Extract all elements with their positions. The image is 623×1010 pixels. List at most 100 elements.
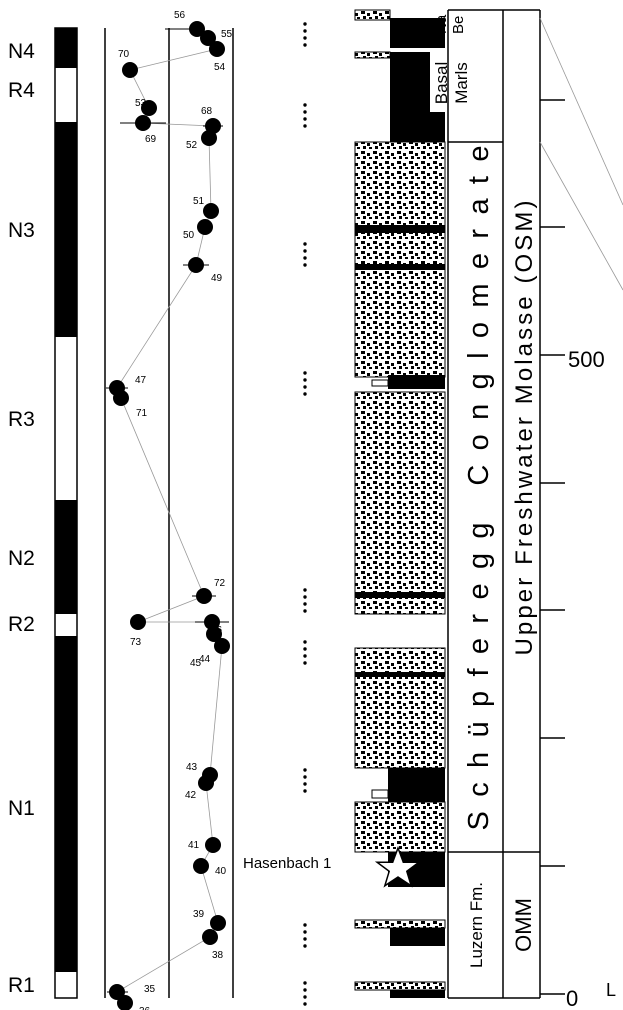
vgp-point-69 <box>135 115 151 131</box>
sample-dot <box>303 937 307 941</box>
vgp-point-49 <box>188 257 204 273</box>
sample-dot <box>303 588 307 592</box>
vgp-point-41 <box>205 837 221 853</box>
corner-fragment-label: L <box>606 980 616 1000</box>
sample-dot <box>303 378 307 382</box>
sample-dot <box>303 22 307 26</box>
vgp-site-label-47: 47 <box>135 375 147 386</box>
luzern-formation-label: Luzern Fm. <box>467 882 486 968</box>
sample-dot <box>303 249 307 253</box>
sample-dot <box>303 43 307 47</box>
sample-dot <box>303 944 307 948</box>
vgp-site-label-70: 70 <box>118 49 130 60</box>
sample-dot <box>303 775 307 779</box>
sample-dot <box>303 392 307 396</box>
sample-dot <box>303 36 307 40</box>
zone-n2-bar <box>55 500 77 614</box>
scale-label-0: 0 <box>566 986 578 1010</box>
sample-dot <box>303 981 307 985</box>
vgp-point-53 <box>141 100 157 116</box>
zone-label-r4: R4 <box>8 79 35 102</box>
vgp-point-36 <box>117 995 133 1010</box>
zone-n1-bar <box>55 636 77 972</box>
sample-dot <box>303 256 307 260</box>
sample-dot <box>303 124 307 128</box>
vgp-point-52 <box>201 130 217 146</box>
sample-dot <box>303 609 307 613</box>
vgp-point-39 <box>210 915 226 931</box>
sample-dot <box>303 640 307 644</box>
lithology-column <box>354 9 446 998</box>
sample-dot <box>303 595 307 599</box>
sample-dot <box>303 789 307 793</box>
vgp-point-55 <box>200 30 216 46</box>
osm-group-label: Upper Freshwater Molasse (OSM) <box>511 201 538 656</box>
zone-label-r1: R1 <box>8 974 35 997</box>
vgp-site-label-55: 55 <box>221 29 233 40</box>
vgp-site-label-56: 56 <box>174 10 186 21</box>
zone-label-n1: N1 <box>8 797 35 820</box>
zone-label-n2: N2 <box>8 547 35 570</box>
scale-label-500: 500 <box>568 347 605 372</box>
zone-label-n3: N3 <box>8 219 35 242</box>
conglomerate-label: Schüpferegg Conglomerate <box>463 145 495 830</box>
vgp-site-label-50: 50 <box>183 230 195 241</box>
sample-dot <box>303 654 307 658</box>
correlation-line-upper <box>539 17 623 206</box>
vgp-point-51 <box>203 203 219 219</box>
vgp-point-46 <box>204 614 220 630</box>
vgp-site-label-35: 35 <box>144 984 156 995</box>
polarity-labels: N4 R4 N3 R3 N2 R2 N1 R1 <box>8 40 35 997</box>
vgp-site-label-53: 53 <box>135 98 147 109</box>
sample-dot <box>303 242 307 246</box>
vgp-site-label-51: 51 <box>193 196 205 207</box>
zone-label-r2: R2 <box>8 613 35 636</box>
vgp-site-label-38: 38 <box>212 950 224 961</box>
sample-dot <box>303 995 307 999</box>
vgp-point-42 <box>198 775 214 791</box>
vgp-point-44 <box>214 638 230 654</box>
omm-group-label: OMM <box>511 898 536 952</box>
sample-dot <box>303 371 307 375</box>
sample-dot <box>303 263 307 267</box>
vgp-point-38 <box>202 929 218 945</box>
group-column: Upper Freshwater Molasse (OSM) OMM <box>503 9 541 999</box>
sample-dot <box>303 117 307 121</box>
vgp-point-56 <box>189 21 205 37</box>
vgp-site-label-44: 44 <box>199 654 211 665</box>
vgp-site-label-45: 45 <box>190 658 202 669</box>
sample-dot <box>303 923 307 927</box>
unit-fragment-na: Na <box>433 14 450 34</box>
unit-fragment-be: Be <box>450 16 467 34</box>
height-scale: 500 0 L <box>540 99 616 1010</box>
vgp-site-label-69: 69 <box>145 134 157 145</box>
vgp-point-45 <box>206 626 222 642</box>
basal-marls-label-1: Basal <box>432 62 451 105</box>
sample-dot <box>303 647 307 651</box>
vgp-point-71 <box>113 390 129 406</box>
sample-level-dots <box>303 22 307 1006</box>
vgp-point-50 <box>197 219 213 235</box>
vgp-point-70 <box>122 62 138 78</box>
sample-dot <box>303 782 307 786</box>
vgp-site-label-42: 42 <box>185 790 197 801</box>
vgp-site-label-71: 71 <box>136 408 148 419</box>
locality-label: Hasenbach 1 <box>243 855 331 872</box>
basal-marls-label-2: Marls <box>452 62 471 104</box>
sample-dot <box>303 930 307 934</box>
vgp-site-label-49: 49 <box>211 273 223 284</box>
vgp-point-40 <box>193 858 209 874</box>
vgp-panel: 5655547053696852515049477172734645444342… <box>104 10 234 1010</box>
sample-dot <box>303 103 307 107</box>
vgp-point-35 <box>109 984 125 1000</box>
sample-dot <box>303 602 307 606</box>
locality-star-icon <box>374 845 422 888</box>
polarity-column <box>54 27 78 999</box>
vgp-site-label-73: 73 <box>130 637 142 648</box>
vgp-site-label-40: 40 <box>215 866 227 877</box>
zone-n3-bar <box>55 122 77 337</box>
vgp-point-72 <box>196 588 212 604</box>
vgp-site-label-52: 52 <box>186 140 198 151</box>
vgp-site-label-36: 36 <box>139 1006 151 1010</box>
